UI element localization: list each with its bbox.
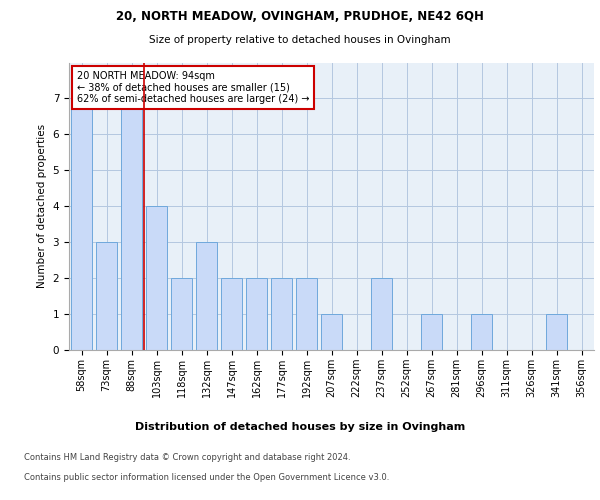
Text: Contains public sector information licensed under the Open Government Licence v3: Contains public sector information licen… — [24, 472, 389, 482]
Bar — [246, 278, 267, 350]
Bar — [546, 314, 567, 350]
Text: 20 NORTH MEADOW: 94sqm
← 38% of detached houses are smaller (15)
62% of semi-det: 20 NORTH MEADOW: 94sqm ← 38% of detached… — [77, 71, 310, 104]
Text: Contains HM Land Registry data © Crown copyright and database right 2024.: Contains HM Land Registry data © Crown c… — [24, 452, 350, 462]
Text: Distribution of detached houses by size in Ovingham: Distribution of detached houses by size … — [135, 422, 465, 432]
Bar — [121, 98, 142, 350]
Bar — [371, 278, 392, 350]
Bar — [321, 314, 342, 350]
Bar — [296, 278, 317, 350]
Bar — [196, 242, 217, 350]
Bar — [171, 278, 192, 350]
Bar — [146, 206, 167, 350]
Y-axis label: Number of detached properties: Number of detached properties — [37, 124, 47, 288]
Text: 20, NORTH MEADOW, OVINGHAM, PRUDHOE, NE42 6QH: 20, NORTH MEADOW, OVINGHAM, PRUDHOE, NE4… — [116, 10, 484, 23]
Bar — [471, 314, 492, 350]
Bar — [71, 98, 92, 350]
Bar — [96, 242, 117, 350]
Bar — [221, 278, 242, 350]
Text: Size of property relative to detached houses in Ovingham: Size of property relative to detached ho… — [149, 35, 451, 45]
Bar — [421, 314, 442, 350]
Bar — [271, 278, 292, 350]
